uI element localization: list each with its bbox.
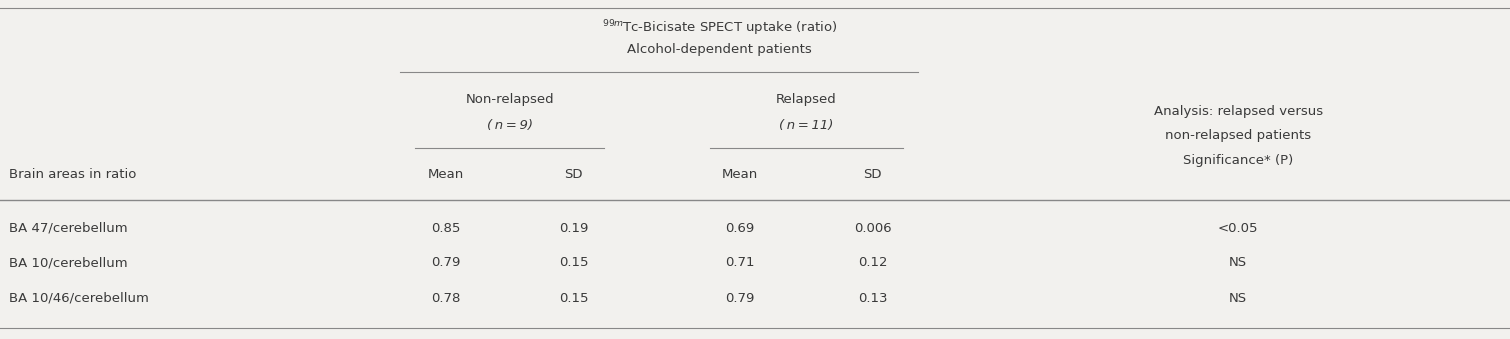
Text: BA 10/46/cerebellum: BA 10/46/cerebellum [9, 292, 149, 304]
Text: $^{99m}$Tc-Bicisate SPECT uptake (ratio): $^{99m}$Tc-Bicisate SPECT uptake (ratio) [602, 18, 837, 38]
Text: 0.79: 0.79 [430, 257, 461, 270]
Text: 0.12: 0.12 [858, 257, 888, 270]
Text: <0.05: <0.05 [1219, 221, 1258, 235]
Text: 0.006: 0.006 [855, 221, 891, 235]
Text: 0.85: 0.85 [430, 221, 461, 235]
Text: non-relapsed patients: non-relapsed patients [1166, 129, 1311, 142]
Text: 0.15: 0.15 [559, 257, 589, 270]
Text: 0.79: 0.79 [725, 292, 755, 304]
Text: 0.13: 0.13 [858, 292, 888, 304]
Text: ( n = 9): ( n = 9) [486, 119, 533, 132]
Text: 0.71: 0.71 [725, 257, 755, 270]
Text: Alcohol-dependent patients: Alcohol-dependent patients [627, 43, 812, 57]
Text: 0.15: 0.15 [559, 292, 589, 304]
Text: 0.69: 0.69 [725, 221, 755, 235]
Text: Brain areas in ratio: Brain areas in ratio [9, 168, 136, 181]
Text: Significance* (P): Significance* (P) [1182, 154, 1294, 167]
Text: Analysis: relapsed versus: Analysis: relapsed versus [1154, 105, 1323, 118]
Text: ( n = 11): ( n = 11) [779, 119, 834, 132]
Text: NS: NS [1229, 292, 1247, 304]
Text: SD: SD [565, 168, 583, 181]
Text: BA 10/cerebellum: BA 10/cerebellum [9, 257, 128, 270]
Text: BA 47/cerebellum: BA 47/cerebellum [9, 221, 128, 235]
Text: Mean: Mean [427, 168, 464, 181]
Text: Relapsed: Relapsed [776, 94, 837, 106]
Text: NS: NS [1229, 257, 1247, 270]
Text: Non-relapsed: Non-relapsed [465, 94, 554, 106]
Text: 0.19: 0.19 [559, 221, 589, 235]
Text: 0.78: 0.78 [430, 292, 461, 304]
Text: SD: SD [864, 168, 882, 181]
Text: Mean: Mean [722, 168, 758, 181]
